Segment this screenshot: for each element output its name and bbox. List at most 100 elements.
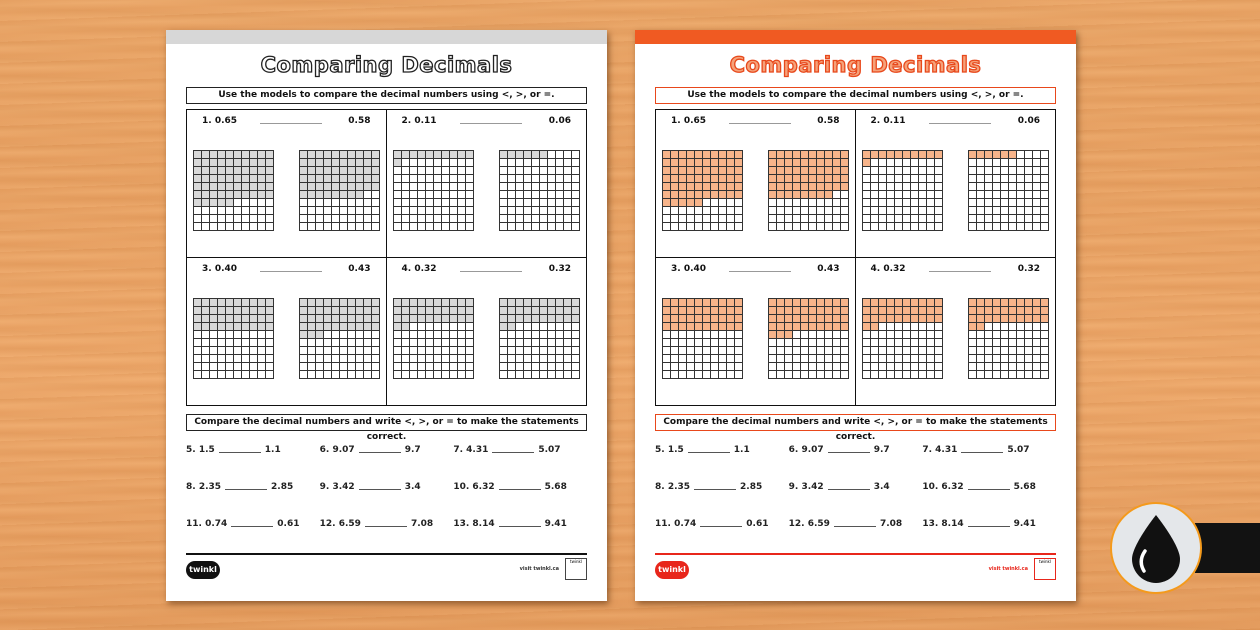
answer-blank[interactable] bbox=[260, 123, 322, 124]
model-question: 1. 0.65 0.58 bbox=[187, 110, 387, 258]
answer-blank[interactable] bbox=[833, 526, 876, 527]
answer-blank[interactable] bbox=[459, 123, 522, 124]
hundreds-grid-left bbox=[861, 150, 943, 231]
hundreds-grid-right bbox=[498, 150, 580, 231]
comparison-left: 10. 6.32 bbox=[453, 482, 495, 492]
answer-blank[interactable] bbox=[729, 270, 791, 272]
hundreds-grid-left bbox=[662, 297, 743, 379]
hundreds-grid-right bbox=[967, 150, 1049, 231]
compare-value: 0.32 bbox=[548, 263, 571, 274]
answer-blank[interactable] bbox=[700, 526, 743, 527]
answer-blank[interactable] bbox=[358, 489, 401, 490]
model-question: 2. 0.11 0.06 bbox=[386, 110, 586, 258]
comparison-right: 1.1 bbox=[733, 445, 750, 455]
comparison-left: 9. 3.42 bbox=[788, 482, 824, 492]
comparison-left: 6. 9.07 bbox=[788, 445, 824, 455]
question-label: 1. 0.65 bbox=[202, 116, 238, 126]
comparison-item: 10. 6.32 5.68 bbox=[922, 482, 1056, 492]
answer-blank[interactable] bbox=[967, 489, 1010, 490]
compare-value: 0.06 bbox=[1017, 116, 1040, 126]
answer-blank[interactable] bbox=[729, 123, 791, 124]
top-bar bbox=[635, 30, 1076, 44]
compare-value: 0.32 bbox=[1017, 263, 1040, 274]
model-question: 2. 0.11 0.06 bbox=[855, 110, 1055, 258]
answer-blank[interactable] bbox=[231, 526, 274, 527]
comparison-item: 6. 9.07 9.7 bbox=[789, 445, 923, 455]
comparison-left: 10. 6.32 bbox=[922, 482, 964, 492]
answer-blank[interactable] bbox=[260, 270, 322, 272]
question-label: 1. 0.65 bbox=[671, 116, 707, 126]
compare-instruction: Compare the decimal numbers and write <,… bbox=[186, 414, 587, 442]
comparison-right: 3.4 bbox=[404, 482, 421, 492]
comparison-right: 9.41 bbox=[544, 519, 567, 529]
hundreds-grid-right bbox=[768, 150, 849, 231]
twinkl-logo: twinkl bbox=[186, 561, 220, 579]
comparison-item: 7. 4.31 5.07 bbox=[922, 445, 1056, 455]
question-label: 3. 0.40 bbox=[202, 263, 238, 274]
footer: twinkl visit twinkl.ca twinkl bbox=[655, 553, 1056, 593]
answer-blank[interactable] bbox=[928, 123, 991, 124]
hundreds-grid-left bbox=[662, 150, 743, 231]
answer-blank[interactable] bbox=[961, 452, 1004, 453]
comparison-item: 10. 6.32 5.68 bbox=[453, 482, 587, 492]
comparison-item: 7. 4.31 5.07 bbox=[453, 445, 587, 455]
model-question: 3. 0.40 0.43 bbox=[656, 257, 856, 405]
hundreds-grid-right bbox=[967, 297, 1049, 379]
model-question: 1. 0.65 0.58 bbox=[656, 110, 856, 258]
answer-blank[interactable] bbox=[967, 526, 1010, 527]
comparison-left: 7. 4.31 bbox=[453, 445, 489, 455]
comparison-left: 8. 2.35 bbox=[655, 482, 691, 492]
answer-blank[interactable] bbox=[827, 452, 870, 453]
answer-blank[interactable] bbox=[498, 526, 541, 527]
hundreds-grid-right bbox=[299, 150, 380, 231]
hundreds-grid-left bbox=[861, 297, 943, 379]
comparison-item: 5. 1.5 1.1 bbox=[186, 445, 320, 455]
comparison-right: 7.08 bbox=[410, 519, 434, 529]
hundreds-grid-left bbox=[193, 297, 274, 379]
answer-blank[interactable] bbox=[498, 489, 541, 490]
twinkl-logo: twinkl bbox=[655, 561, 689, 579]
comparison-right: 7.08 bbox=[879, 519, 903, 529]
hundreds-grid-left bbox=[392, 150, 474, 231]
answer-blank[interactable] bbox=[694, 489, 737, 490]
comparison-right: 5.07 bbox=[1007, 445, 1030, 455]
ink-badge bbox=[1110, 502, 1202, 594]
answer-blank[interactable] bbox=[687, 452, 730, 453]
comparison-item: 9. 3.42 3.4 bbox=[789, 482, 923, 492]
comparison-item: 13. 8.14 9.41 bbox=[922, 519, 1056, 529]
comparison-right: 9.7 bbox=[404, 445, 421, 455]
answer-blank[interactable] bbox=[492, 452, 535, 453]
compare-value: 0.58 bbox=[817, 116, 840, 126]
comparison-item: 9. 3.42 3.4 bbox=[320, 482, 454, 492]
hundreds-grid-right bbox=[498, 297, 580, 379]
comparison-left: 12. 6.59 bbox=[319, 519, 361, 529]
answer-blank[interactable] bbox=[218, 452, 261, 453]
answer-blank[interactable] bbox=[358, 452, 401, 453]
question-label: 3. 0.40 bbox=[671, 263, 707, 274]
comparison-item: 13. 8.14 9.41 bbox=[453, 519, 587, 529]
answer-blank[interactable] bbox=[459, 270, 522, 272]
comparison-right: 5.68 bbox=[544, 482, 567, 492]
comparison-left: 13. 8.14 bbox=[922, 519, 964, 529]
comparison-right: 9.41 bbox=[1013, 519, 1036, 529]
ink-drop-icon bbox=[1132, 515, 1180, 583]
answer-blank[interactable] bbox=[827, 489, 870, 490]
comparison-left: 8. 2.35 bbox=[186, 482, 222, 492]
comparison-right: 2.85 bbox=[740, 482, 763, 492]
compare-value: 0.06 bbox=[548, 116, 571, 126]
comparison-right: 2.85 bbox=[271, 482, 294, 492]
ink-badge-bar bbox=[1195, 523, 1260, 573]
compare-value: 0.43 bbox=[348, 263, 371, 274]
comparison-list: 5. 1.5 1.1 6. 9.07 9.7 7. 4.31 5.07 8. 2.35 2.8… bbox=[186, 431, 587, 529]
compare-value: 0.58 bbox=[348, 116, 371, 126]
answer-blank[interactable] bbox=[364, 526, 407, 527]
comparison-item: 8. 2.35 2.85 bbox=[186, 482, 320, 492]
comparison-left: 6. 9.07 bbox=[319, 445, 355, 455]
comparison-left: 9. 3.42 bbox=[319, 482, 355, 492]
answer-blank[interactable] bbox=[225, 489, 268, 490]
comparison-left: 11. 0.74 bbox=[655, 519, 697, 529]
answer-blank[interactable] bbox=[928, 270, 991, 272]
comparison-item: 5. 1.5 1.1 bbox=[655, 445, 789, 455]
comparison-right: 0.61 bbox=[746, 519, 769, 529]
question-label: 4. 0.32 bbox=[401, 263, 437, 274]
